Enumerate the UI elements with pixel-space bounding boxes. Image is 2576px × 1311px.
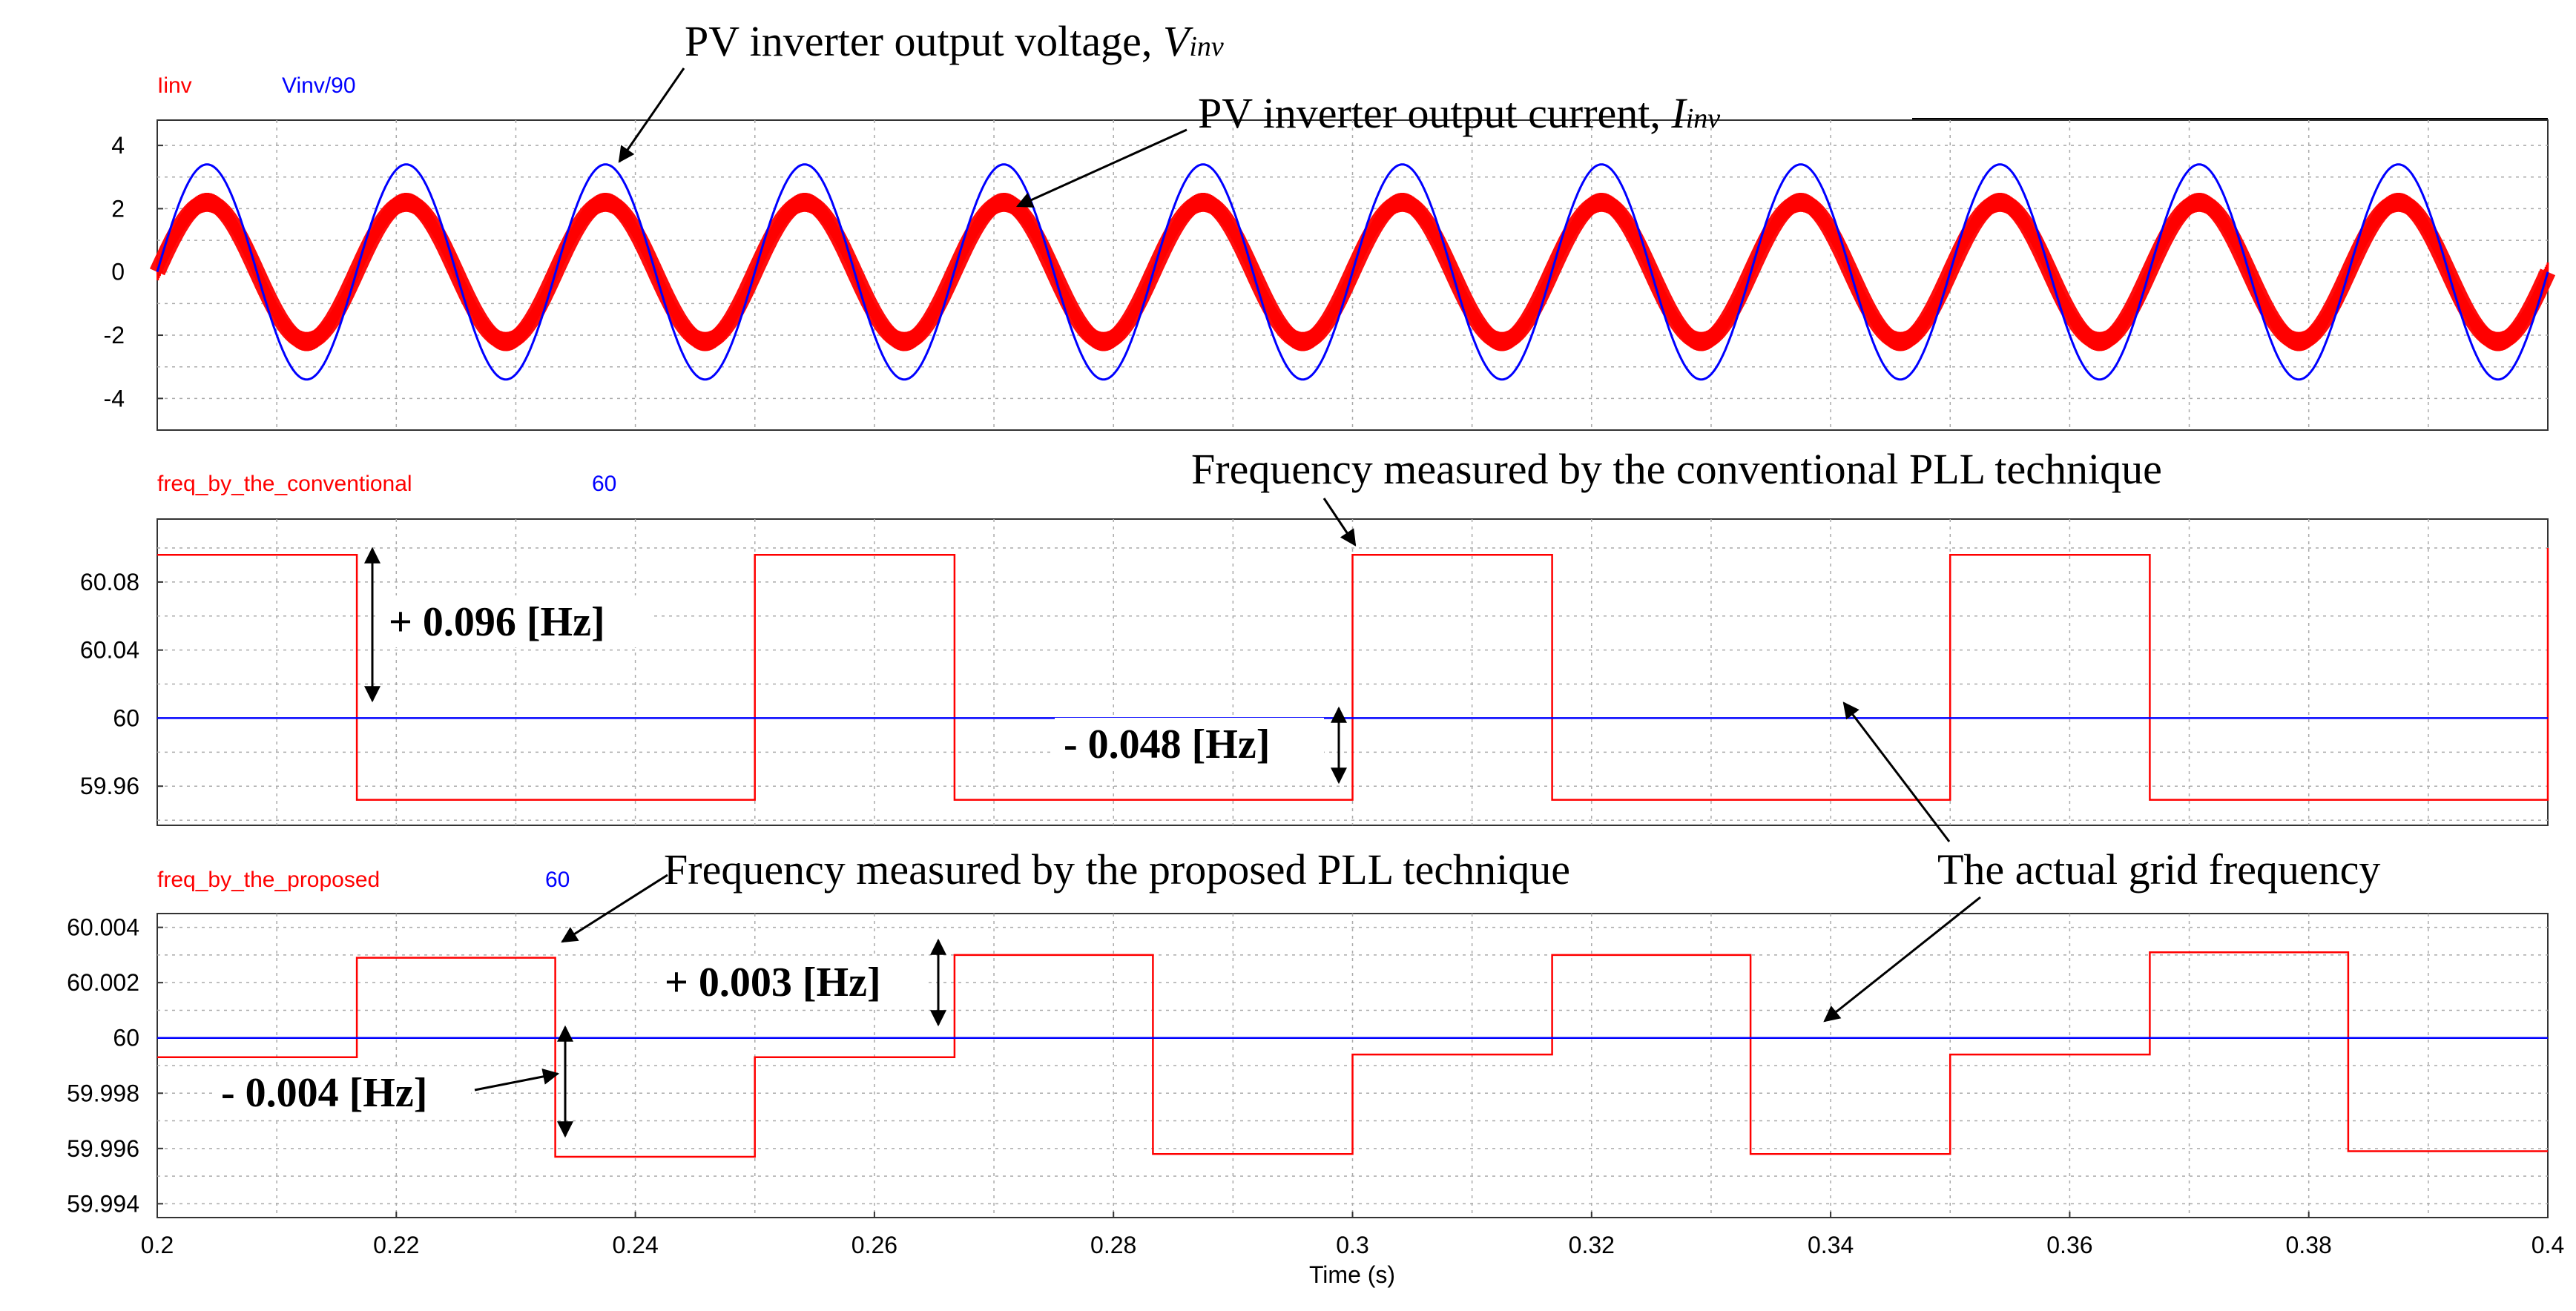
y-tick-label: -2 [104, 322, 125, 349]
y-tick-label: 2 [111, 195, 125, 222]
x-axis-bottom: 0.2 0.22 0.24 0.26 0.28 0.3 0.32 0.34 0.36 0.38 0.… [141, 1212, 2564, 1258]
prop-pos-label-bg [659, 957, 927, 1008]
current-annotation-text: PV inverter output current, [1198, 89, 1671, 137]
panel-middle: 60.08 60.04 60 59.96 freq_by_the_convention… [80, 472, 2549, 826]
y-tick-label: 60 [113, 704, 139, 731]
y-axis-top: 4 2 0 -2 -4 [104, 132, 163, 412]
prop-neg-pointer-arrow [474, 1069, 560, 1092]
conventional-annotation: Frequency measured by the conventional P… [1191, 445, 2162, 493]
x-tick-label: 0.24 [612, 1232, 658, 1258]
x-tick-label: 0.4 [2531, 1232, 2564, 1258]
y-tick-label: 60.004 [67, 914, 139, 941]
series-top [149, 163, 2556, 381]
conv-pos-label: + 0.096 [Hz] [389, 599, 605, 645]
prop-neg-label: - 0.004 [Hz] [221, 1070, 427, 1116]
voltage-subscript: inv [1189, 31, 1224, 62]
y-axis-middle: 60.08 60.04 60 59.96 [80, 569, 163, 799]
x-tick-label: 0.36 [2046, 1232, 2092, 1258]
y-tick-label: 59.996 [67, 1135, 139, 1162]
current-annotation: PV inverter output current, Iinv [1198, 89, 1720, 137]
voltage-annotation-text: PV inverter output voltage, [685, 17, 1163, 65]
current-arrow [1015, 128, 1187, 208]
proposed-arrow [561, 874, 668, 943]
current-symbol: I [1670, 89, 1687, 137]
prop-pos-label: + 0.003 [Hz] [665, 960, 881, 1005]
series-measured-frequency [157, 548, 2549, 801]
y-tick-label: 59.96 [80, 773, 139, 799]
x-tick-label: 0.2 [141, 1232, 174, 1258]
panel-top: 4 2 0 -2 -4 Iinv Vinv/90 [104, 73, 2556, 431]
x-tick-label: 0.28 [1090, 1232, 1136, 1258]
legend-freq-proposed: freq_by_the_proposed [157, 868, 380, 892]
legend-freq-conventional: freq_by_the_conventional [157, 472, 412, 496]
conv-neg-label-bg [1055, 718, 1324, 770]
voltage-symbol: V [1163, 17, 1194, 65]
y-tick-label: 4 [111, 132, 125, 159]
legend-60-middle: 60 [592, 472, 616, 496]
x-tick-label: 0.26 [851, 1232, 897, 1258]
series-vinv [156, 163, 2549, 381]
y-tick-label: 59.998 [67, 1080, 139, 1106]
proposed-annotation: Frequency measured by the proposed PLL t… [664, 845, 1570, 894]
voltage-annotation: PV inverter output voltage, Vinv [685, 17, 1224, 65]
current-subscript: inv [1686, 103, 1721, 134]
x-tick-label: 0.34 [1808, 1232, 1854, 1258]
conventional-arrow [1322, 498, 1357, 546]
y-axis-bottom: 60.004 60.002 60 59.998 59.996 59.994 [67, 914, 163, 1217]
prop-neg-label-bg [215, 1066, 471, 1118]
actual-arrow-middle [1842, 701, 1951, 842]
actual-annotation: The actual grid frequency [1937, 845, 2380, 894]
x-tick-label: 0.3 [1336, 1232, 1368, 1258]
conv-neg-label: - 0.048 [Hz] [1064, 721, 1270, 767]
x-tick-label: 0.38 [2286, 1232, 2332, 1258]
y-tick-label: 60 [113, 1025, 139, 1051]
y-tick-label: 60.002 [67, 969, 139, 996]
y-tick-label: 60.08 [80, 569, 139, 595]
legend-vinv: Vinv/90 [282, 73, 356, 98]
conv-pos-label-bg [380, 595, 650, 647]
y-tick-label: -4 [104, 385, 125, 412]
actual-arrow-bottom [1823, 896, 1981, 1023]
panel-bottom: 60.004 60.002 60 59.998 59.996 59.994 0.2 0.22… [67, 868, 2564, 1288]
x-tick-label: 0.32 [1569, 1232, 1615, 1258]
x-tick-label: 0.22 [373, 1232, 419, 1258]
proposed-label-bg [664, 842, 1806, 896]
y-tick-label: 59.994 [67, 1190, 139, 1217]
x-axis-label: Time (s) [1309, 1261, 1395, 1288]
legend-60-bottom: 60 [545, 868, 570, 892]
series-bottom [157, 951, 2548, 1158]
y-tick-label: 60.04 [80, 637, 139, 664]
annotations: PV inverter output voltage, Vinv PV inve… [215, 17, 2548, 1138]
voltage-arrow [618, 67, 685, 163]
series-middle [157, 548, 2549, 801]
legend-iinv: Iinv [157, 73, 192, 98]
actual-label-bg [1934, 842, 2487, 896]
y-tick-label: 0 [111, 259, 125, 285]
